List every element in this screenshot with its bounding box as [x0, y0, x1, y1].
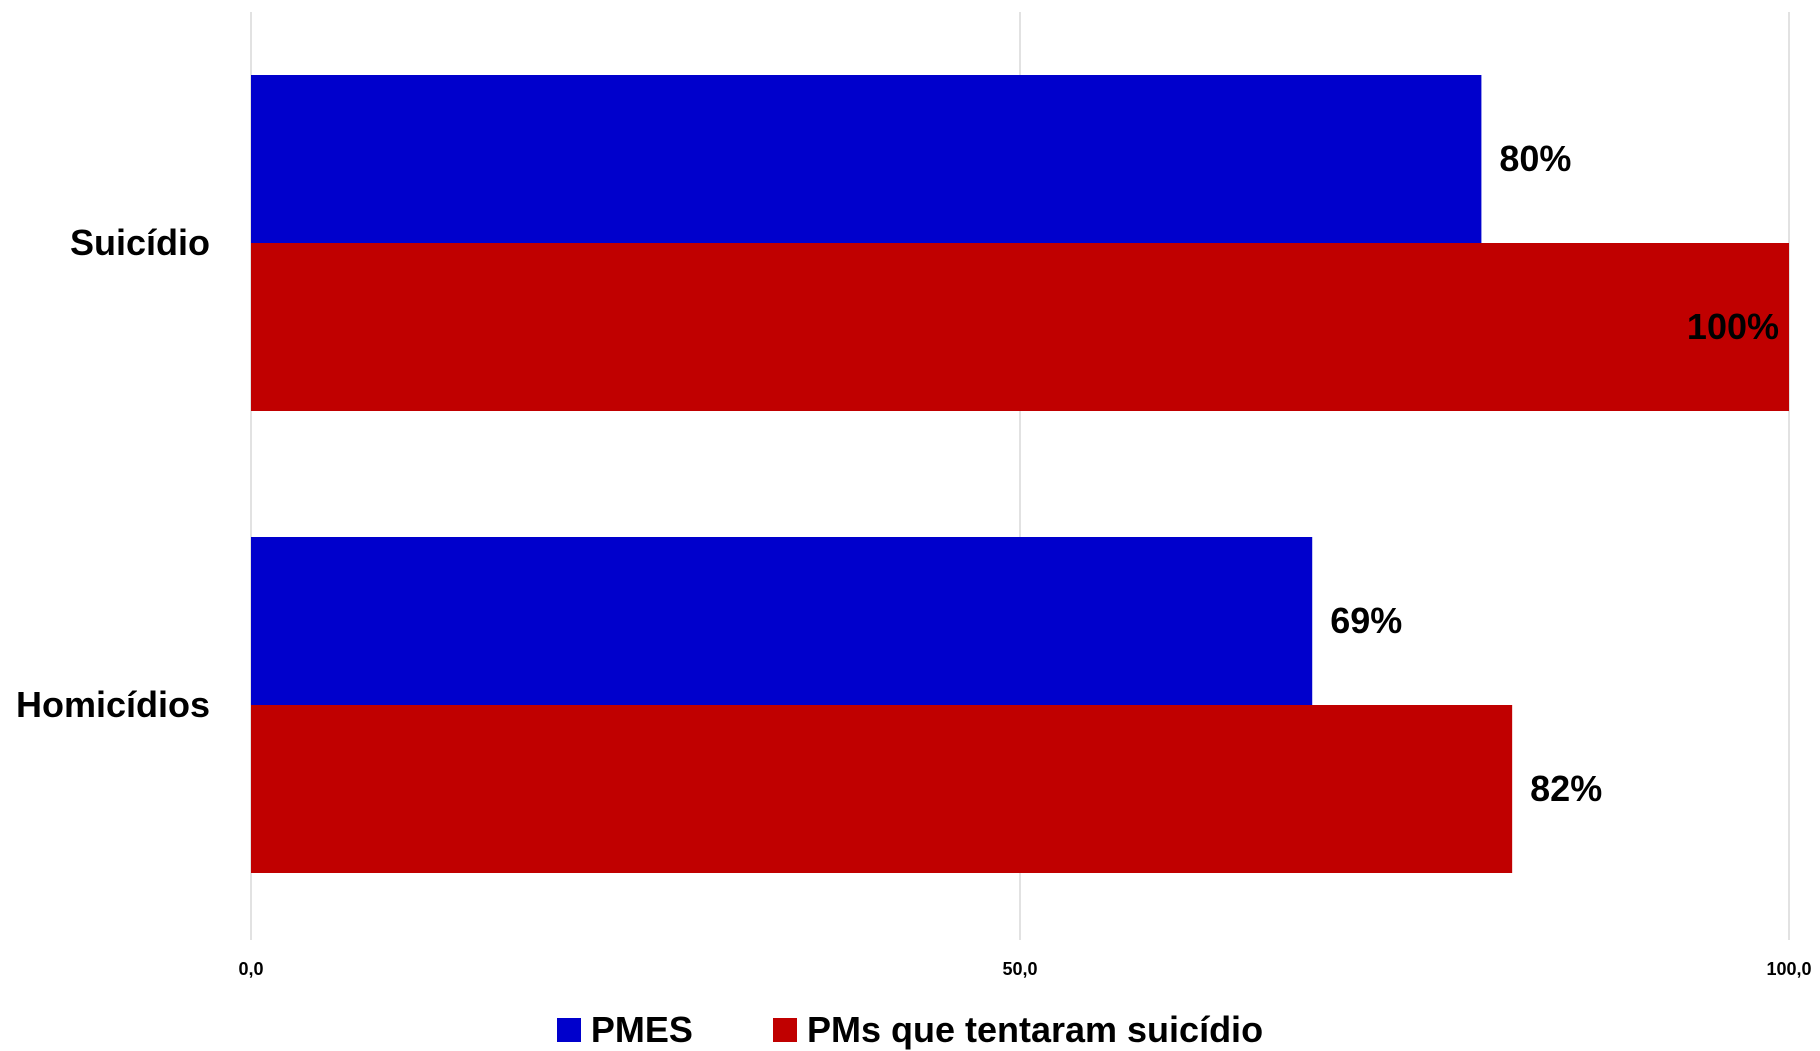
- bar-1-0: [251, 537, 1313, 705]
- bars: [251, 75, 1789, 873]
- bar-0-0: [251, 75, 1482, 243]
- category-label-0: Suicídio: [70, 222, 210, 263]
- data-label-1-0: 69%: [1330, 600, 1402, 641]
- data-labels: 80% 100% 69% 82%: [1330, 138, 1779, 809]
- legend-swatch-pmes: [556, 1018, 581, 1042]
- legend-item-pms-tentaram: PMs que tentaram suicídio: [772, 1009, 1264, 1051]
- legend-label-pms-tentaram: PMs que tentaram suicídio: [806, 1009, 1264, 1050]
- chart-plot: 80% 100% 69% 82% 0,0 50,0 100,0 Suicídio Homicí…: [16, 12, 1812, 979]
- legend-swatch-pms-tentaram: [772, 1018, 797, 1042]
- legend: PMES PMs que tentaram suicídio: [0, 1009, 1820, 1051]
- bar-0-1: [251, 243, 1789, 411]
- data-label-1-1: 82%: [1530, 768, 1602, 809]
- bar-1-1: [251, 705, 1513, 873]
- legend-label-pmes: PMES: [590, 1009, 693, 1050]
- data-label-0-0: 80%: [1499, 138, 1571, 179]
- axes: 0,0 50,0 100,0 Suicídio Homicídios: [16, 222, 1812, 979]
- data-label-0-1: 100%: [1687, 306, 1779, 347]
- x-tick-label-0: 0,0: [238, 959, 263, 979]
- x-tick-label-1: 50,0: [1002, 959, 1037, 979]
- category-label-1: Homicídios: [16, 684, 210, 725]
- legend-item-pmes: PMES: [556, 1009, 693, 1051]
- x-tick-label-2: 100,0: [1766, 959, 1811, 979]
